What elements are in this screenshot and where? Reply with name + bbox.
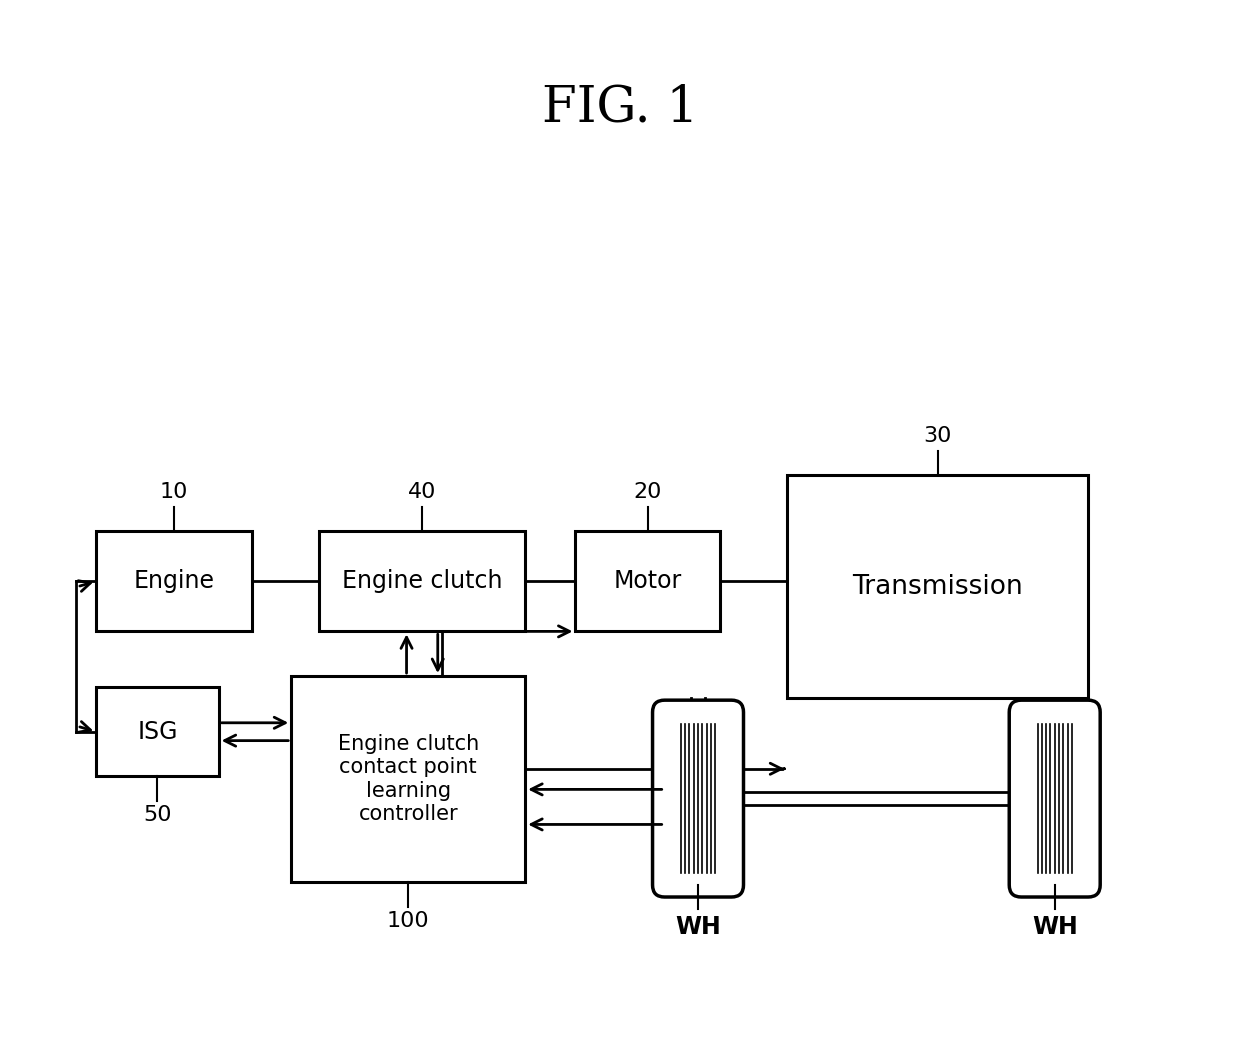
Text: 40: 40 (408, 482, 436, 502)
Text: FIG. 1: FIG. 1 (542, 83, 698, 132)
Text: 20: 20 (634, 482, 662, 502)
Text: 100: 100 (387, 911, 429, 931)
Text: WH: WH (1032, 915, 1078, 940)
Text: 30: 30 (924, 427, 952, 447)
Text: Engine clutch
contact point
learning
controller: Engine clutch contact point learning con… (337, 735, 479, 824)
Text: Engine: Engine (134, 570, 215, 593)
FancyBboxPatch shape (1009, 700, 1100, 897)
Text: 50: 50 (143, 805, 171, 825)
Text: Transmission: Transmission (852, 574, 1023, 600)
Bar (319, 531, 526, 632)
Bar (97, 687, 218, 777)
FancyBboxPatch shape (652, 700, 744, 897)
Text: Motor: Motor (614, 570, 682, 593)
Bar (97, 531, 252, 632)
Bar (291, 676, 526, 882)
Bar (575, 531, 720, 632)
Text: Engine clutch: Engine clutch (342, 570, 502, 593)
Bar (787, 475, 1089, 698)
Text: WH: WH (675, 915, 720, 940)
Text: 10: 10 (160, 482, 188, 502)
Text: ISG: ISG (138, 720, 177, 744)
